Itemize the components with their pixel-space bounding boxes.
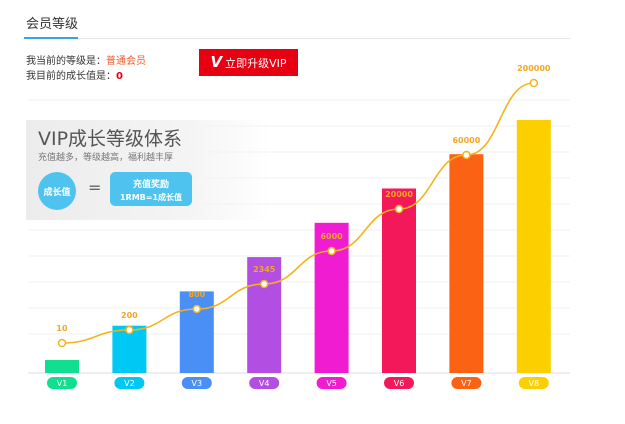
bar-v8	[516, 119, 551, 374]
value-label-v2: 200	[121, 311, 138, 320]
curve-point-v8	[529, 78, 539, 88]
level-tag-v4	[249, 377, 280, 389]
value-label-v1: 10	[56, 324, 68, 333]
tick-label-v5: V5	[326, 379, 337, 388]
bar-v5	[314, 222, 349, 373]
tick-label-v7: V7	[461, 379, 472, 388]
curve-point-v7	[462, 150, 471, 160]
tick-label-v1: V1	[57, 379, 68, 388]
title-underline	[24, 37, 78, 39]
level-tag-v6	[384, 377, 414, 389]
upgrade-vip-label: 立即升级VIP	[225, 56, 287, 70]
reward-title: 充值奖励	[132, 180, 169, 190]
level-tag-v5	[316, 377, 347, 389]
tick-label-v4: V4	[259, 379, 270, 388]
tick-label-v8: V8	[529, 379, 540, 388]
tick-label-v2: V2	[124, 379, 135, 388]
curve-point-v2	[125, 325, 134, 335]
vip-v-icon: V	[210, 53, 223, 71]
vip-system-panel: VIP成长等级体系 充值越多，等级越高，福利越丰厚 成长值 = 充值奖励 1RM…	[26, 120, 271, 220]
curve-point-v4	[259, 279, 269, 289]
growth-value-circle: 成长值	[38, 172, 76, 210]
level-tag-v3	[181, 377, 212, 389]
curve-point-v3	[192, 304, 202, 314]
level-tag-v7	[451, 377, 482, 389]
recharge-reward-box: 充值奖励 1RMB=1成长值	[110, 172, 192, 206]
growth-value-label: 我目前的成长值是：	[26, 71, 116, 82]
section-title: 会员等级	[26, 17, 79, 32]
reward-rate: 1RMB=1成长值	[119, 193, 183, 202]
tick-label-v6: V6	[394, 379, 405, 388]
value-label-v7: 60000	[452, 136, 480, 145]
panel-title: VIP成长等级体系	[38, 128, 183, 150]
bar-v1	[45, 360, 79, 373]
bar-v7	[449, 154, 484, 373]
current-level-label: 我当前的等级是：	[26, 56, 106, 67]
value-label-v4: 2345	[253, 265, 276, 274]
value-label-v6: 20000	[385, 190, 413, 199]
curve-point-v6	[394, 204, 404, 214]
current-level-line: 我当前的等级是：普通会员	[26, 52, 146, 67]
section-header: 会员等级	[24, 0, 570, 39]
curve-point-v1	[57, 338, 67, 348]
level-tag-v8	[518, 377, 549, 389]
value-label-v5: 6000	[320, 232, 343, 241]
upgrade-vip-button[interactable]: V 立即升级VIP	[199, 49, 298, 76]
growth-value-line: 我目前的成长值是：0	[26, 67, 123, 82]
value-label-v3: 800	[188, 290, 205, 299]
growth-value: 0	[116, 71, 123, 82]
curve-point-v5	[327, 246, 336, 256]
bar-v6	[382, 188, 416, 373]
value-label-v8: 200000	[517, 64, 551, 73]
level-tag-v1	[47, 377, 77, 389]
bar-v3	[179, 291, 214, 373]
equals-sign: =	[88, 178, 102, 197]
level-tag-v2	[114, 377, 145, 389]
bar-v4	[247, 257, 282, 373]
tick-label-v3: V3	[192, 379, 203, 388]
current-level-value: 普通会员	[106, 56, 146, 67]
panel-subtitle: 充值越多，等级越高，福利越丰厚	[38, 153, 174, 163]
